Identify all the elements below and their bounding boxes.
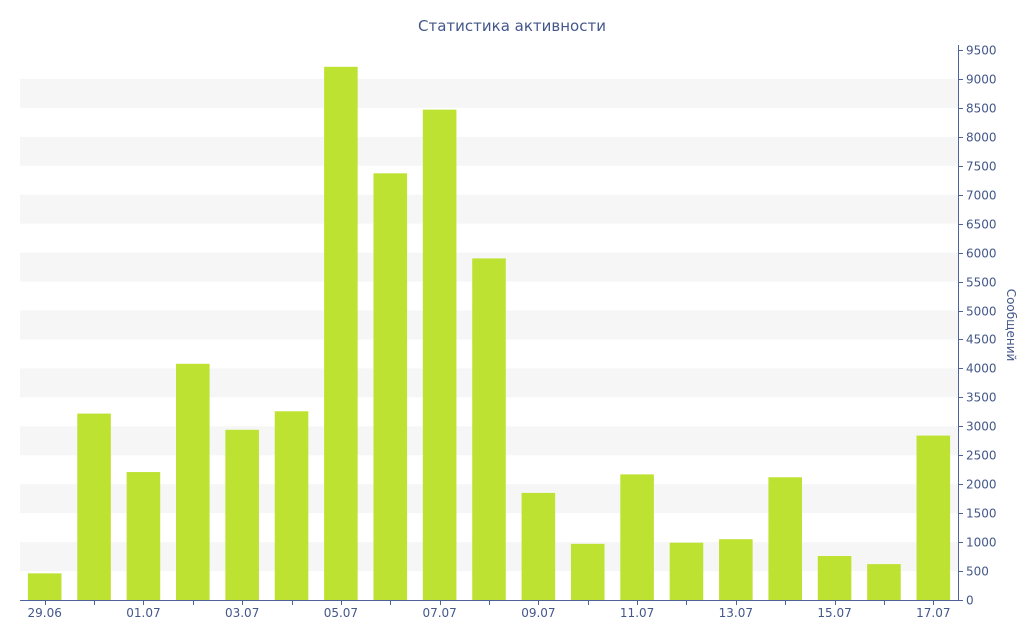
y-tick-label: 9000 (966, 73, 997, 87)
bar-01.07 (126, 472, 161, 600)
y-tick-label: 8000 (966, 131, 997, 145)
y-tick-label: 3000 (966, 420, 997, 434)
x-tick-label: 07.07 (422, 606, 456, 620)
y-tick-label: 4500 (966, 333, 997, 347)
x-tick-label: 11.07 (620, 606, 654, 620)
x-tick-label: 03.07 (225, 606, 259, 620)
y-axis-label: Сообщений (1004, 289, 1018, 362)
bar-10.07 (570, 543, 605, 600)
x-tick-labels: 29.06 01.07 03.07 05.07 07.07 09.07 11.07 13.07… (28, 606, 951, 620)
grid-band (20, 194, 958, 224)
bar-08.07 (472, 258, 506, 600)
bar-30.06 (77, 413, 111, 600)
y-tick-label: 3500 (966, 391, 997, 405)
y-tick-label: 5000 (966, 305, 997, 319)
bar-11.07 (620, 474, 654, 600)
y-tick-label: 7500 (966, 160, 997, 174)
y-tick-label: 4000 (966, 362, 997, 376)
y-tick-label: 5500 (966, 276, 997, 290)
bar-16.07 (867, 564, 901, 600)
chart-title: Статистика активности (418, 17, 606, 35)
x-tick-label: 05.07 (324, 606, 358, 620)
y-tick-label: 9500 (966, 44, 997, 58)
y-tick-labels: 0 500 1000 1500 2000 2500 3000 3500 4000 4500 5000… (966, 44, 997, 608)
bar-13.07 (719, 539, 753, 600)
bar-05.07 (324, 66, 358, 600)
grid-band (20, 78, 958, 108)
axes (20, 45, 963, 605)
y-tick-label: 6000 (966, 247, 997, 261)
x-tick-label: 13.07 (719, 606, 753, 620)
bar-03.07 (225, 429, 259, 600)
y-tick-label: 1000 (966, 536, 997, 550)
y-tick-label: 1500 (966, 507, 997, 521)
bar-07.07 (422, 109, 457, 600)
y-tick-label: 8500 (966, 102, 997, 116)
bar-12.07 (669, 542, 704, 600)
bar-15.07 (817, 556, 852, 600)
bar-04.07 (274, 411, 309, 600)
bar-29.06 (27, 573, 62, 600)
y-tick-label: 7000 (966, 189, 997, 203)
bar-17.07 (916, 435, 951, 600)
bars (27, 66, 951, 600)
x-tick-label: 15.07 (817, 606, 851, 620)
x-tick-label: 09.07 (521, 606, 555, 620)
y-tick-label: 2500 (966, 449, 997, 463)
x-tick-label: 01.07 (126, 606, 160, 620)
y-tick-label: 6500 (966, 218, 997, 232)
grid-band (20, 136, 958, 166)
bar-14.07 (768, 477, 802, 600)
x-tick-label: 29.06 (28, 606, 62, 620)
bar-09.07 (521, 492, 556, 600)
y-tick-label: 500 (966, 565, 989, 579)
bar-06.07 (373, 173, 408, 600)
y-tick-label: 2000 (966, 478, 997, 492)
bar-02.07 (176, 363, 210, 600)
y-tick-label: 0 (966, 594, 974, 608)
x-tick-label: 17.07 (916, 606, 950, 620)
